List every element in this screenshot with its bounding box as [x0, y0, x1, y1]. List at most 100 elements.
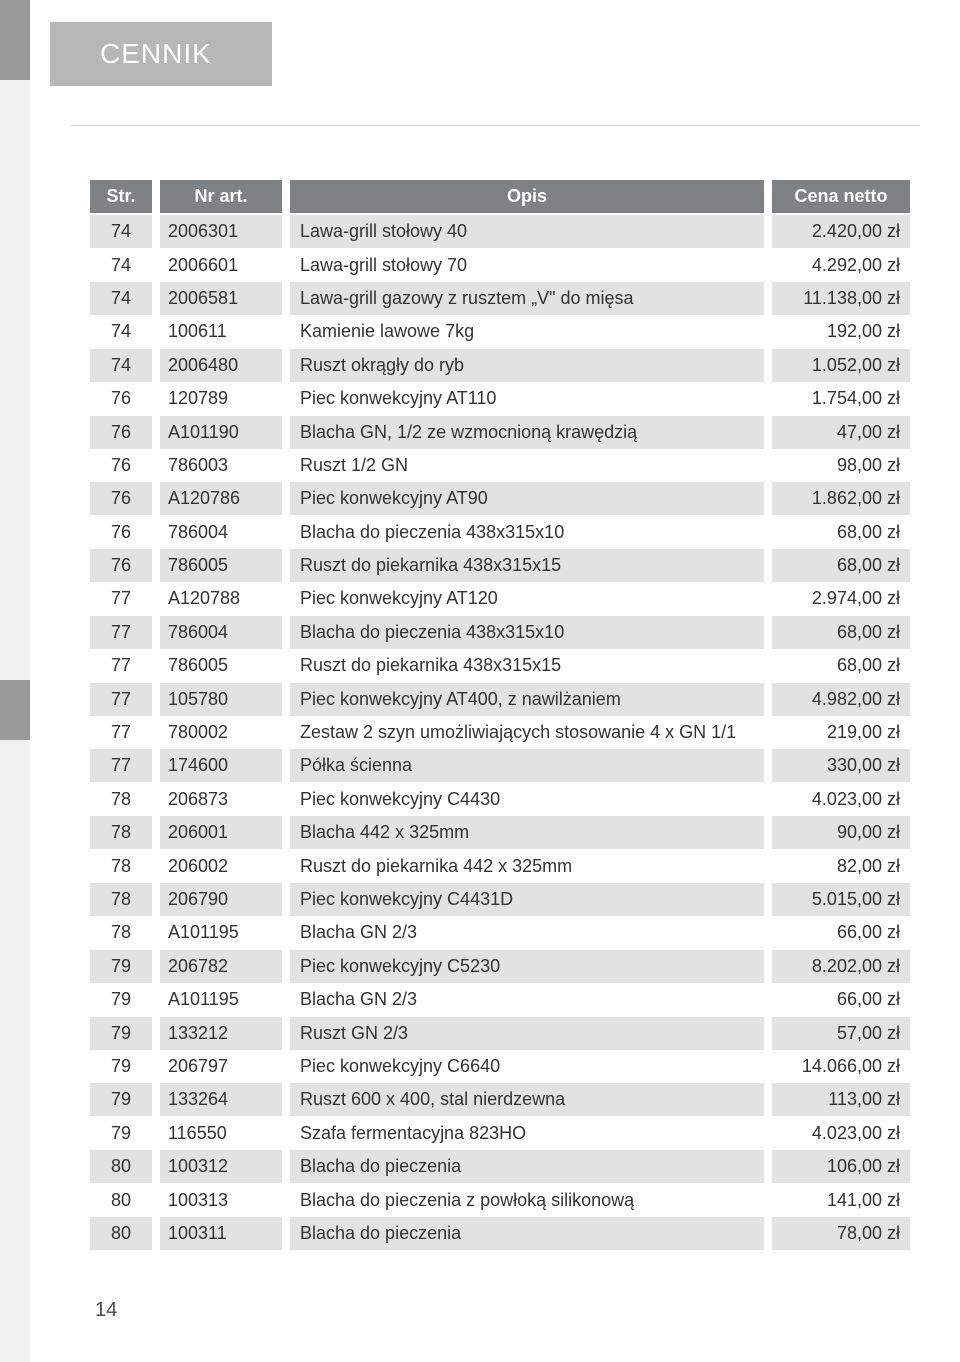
cell-art: 206873 [160, 783, 282, 816]
cell-str: 76 [90, 482, 152, 515]
cell-str: 76 [90, 549, 152, 582]
cell-opis: Piec konwekcyjny AT400, z nawilżaniem [290, 683, 764, 716]
cell-price: 106,00 zł [772, 1150, 910, 1183]
cell-art: 100611 [160, 315, 282, 348]
col-header-opis: Opis [290, 180, 764, 213]
table-row: 77105780Piec konwekcyjny AT400, z nawilż… [90, 682, 910, 715]
cell-price: 11.138,00 zł [772, 282, 910, 315]
cell-price: 219,00 zł [772, 716, 910, 749]
cell-art: A101195 [160, 983, 282, 1016]
table-row: 77786004Blacha do pieczenia 438x315x1068… [90, 616, 910, 649]
cell-str: 77 [90, 683, 152, 716]
cell-str: 74 [90, 249, 152, 282]
table-row: 79206782Piec konwekcyjny C52308.202,00 z… [90, 950, 910, 983]
cell-opis: Lawa-grill stołowy 70 [290, 249, 764, 282]
cell-art: 100311 [160, 1217, 282, 1250]
cell-opis: Półka ścienna [290, 749, 764, 782]
cell-str: 78 [90, 816, 152, 849]
cell-opis: Ruszt GN 2/3 [290, 1017, 764, 1050]
cell-art: 100313 [160, 1184, 282, 1217]
cell-price: 68,00 zł [772, 649, 910, 682]
cell-price: 14.066,00 zł [772, 1050, 910, 1083]
table-header-row: Str. Nr art. Opis Cena netto [90, 180, 910, 213]
cell-price: 4.982,00 zł [772, 683, 910, 716]
table-row: 80100313Blacha do pieczenia z powłoką si… [90, 1183, 910, 1216]
price-table: Str. Nr art. Opis Cena netto 742006301La… [90, 180, 910, 1250]
cell-opis: Zestaw 2 szyn umożliwiających stosowanie… [290, 716, 764, 749]
cell-price: 47,00 zł [772, 416, 910, 449]
cell-price: 66,00 zł [772, 983, 910, 1016]
cell-str: 77 [90, 616, 152, 649]
cell-str: 80 [90, 1184, 152, 1217]
cell-art: 206790 [160, 883, 282, 916]
cell-opis: Lawa-grill stołowy 40 [290, 215, 764, 248]
cell-opis: Ruszt okrągły do ryb [290, 349, 764, 382]
side-accent-light-2 [0, 740, 30, 1362]
table-body: 742006301Lawa-grill stołowy 402.420,00 z… [90, 215, 910, 1250]
table-row: 78206790Piec konwekcyjny C4431D5.015,00 … [90, 883, 910, 916]
table-row: 79206797Piec konwekcyjny C664014.066,00 … [90, 1050, 910, 1083]
col-header-price: Cena netto [772, 180, 910, 213]
cell-price: 2.420,00 zł [772, 215, 910, 248]
cell-price: 330,00 zł [772, 749, 910, 782]
cell-str: 76 [90, 449, 152, 482]
col-header-str: Str. [90, 180, 152, 213]
table-row: 76120789Piec konwekcyjny AT1101.754,00 z… [90, 382, 910, 415]
cell-str: 78 [90, 850, 152, 883]
side-accent-dark-top [0, 0, 30, 80]
table-row: 80100311Blacha do pieczenia78,00 zł [90, 1217, 910, 1250]
cell-opis: Piec konwekcyjny C4430 [290, 783, 764, 816]
table-row: 77780002Zestaw 2 szyn umożliwiających st… [90, 716, 910, 749]
table-row: 76786003Ruszt 1/2 GN98,00 zł [90, 449, 910, 482]
cell-opis: Blacha GN, 1/2 ze wzmocnioną krawędzią [290, 416, 764, 449]
cell-price: 1.754,00 zł [772, 382, 910, 415]
cell-opis: Szafa fermentacyjna 823HO [290, 1117, 764, 1150]
cell-art: 206797 [160, 1050, 282, 1083]
cell-price: 68,00 zł [772, 516, 910, 549]
cell-str: 74 [90, 215, 152, 248]
table-row: 76786004Blacha do pieczenia 438x315x1068… [90, 516, 910, 549]
cell-str: 80 [90, 1217, 152, 1250]
cell-art: 786004 [160, 616, 282, 649]
cell-str: 79 [90, 1017, 152, 1050]
cell-price: 2.974,00 zł [772, 582, 910, 615]
table-row: 78206873Piec konwekcyjny C44304.023,00 z… [90, 783, 910, 816]
cell-str: 78 [90, 883, 152, 916]
cell-opis: Piec konwekcyjny AT120 [290, 582, 764, 615]
table-row: 742006480Ruszt okrągły do ryb1.052,00 zł [90, 349, 910, 382]
cell-price: 5.015,00 zł [772, 883, 910, 916]
cell-opis: Lawa-grill gazowy z rusztem „V" do mięsa [290, 282, 764, 315]
cell-opis: Blacha do pieczenia 438x315x10 [290, 516, 764, 549]
table-row: 79133264Ruszt 600 x 400, stal nierdzewna… [90, 1083, 910, 1116]
cell-opis: Blacha GN 2/3 [290, 916, 764, 949]
cell-str: 77 [90, 649, 152, 682]
cell-opis: Blacha do pieczenia 438x315x10 [290, 616, 764, 649]
cell-art: 2006601 [160, 249, 282, 282]
cell-price: 68,00 zł [772, 616, 910, 649]
cell-art: 174600 [160, 749, 282, 782]
cell-art: 786005 [160, 649, 282, 682]
cell-opis: Blacha 442 x 325mm [290, 816, 764, 849]
page-title: CENNIK [50, 22, 272, 86]
cell-str: 79 [90, 983, 152, 1016]
cell-art: 206001 [160, 816, 282, 849]
cell-art: 120789 [160, 382, 282, 415]
cell-price: 66,00 zł [772, 916, 910, 949]
cell-price: 98,00 zł [772, 449, 910, 482]
cell-price: 78,00 zł [772, 1217, 910, 1250]
cell-price: 1.052,00 zł [772, 349, 910, 382]
cell-opis: Kamienie lawowe 7kg [290, 315, 764, 348]
cell-opis: Blacha do pieczenia z powłoką silikonową [290, 1184, 764, 1217]
cell-opis: Blacha GN 2/3 [290, 983, 764, 1016]
cell-str: 77 [90, 582, 152, 615]
cell-price: 82,00 zł [772, 850, 910, 883]
cell-str: 76 [90, 416, 152, 449]
table-row: 742006301Lawa-grill stołowy 402.420,00 z… [90, 215, 910, 248]
cell-str: 79 [90, 1050, 152, 1083]
cell-str: 77 [90, 716, 152, 749]
cell-art: 206782 [160, 950, 282, 983]
cell-art: 206002 [160, 850, 282, 883]
cell-art: 2006480 [160, 349, 282, 382]
cell-opis: Piec konwekcyjny AT110 [290, 382, 764, 415]
cell-opis: Piec konwekcyjny C6640 [290, 1050, 764, 1083]
